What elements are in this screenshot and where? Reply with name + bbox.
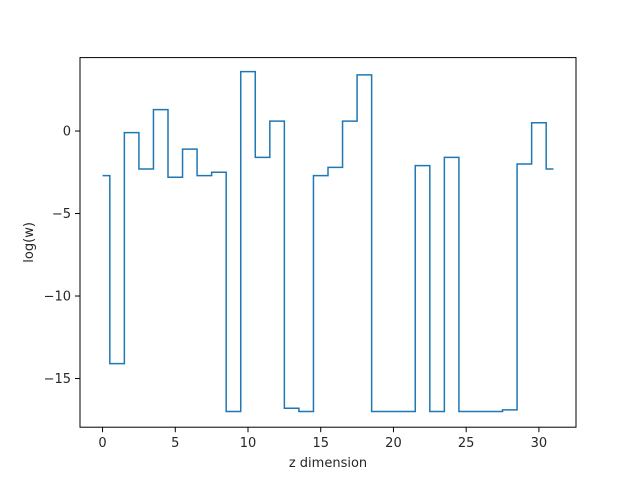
x-axis-label: z dimension xyxy=(289,456,367,471)
x-tick-label: 20 xyxy=(385,436,402,451)
y-tick-label: −15 xyxy=(44,372,71,387)
series-line-0 xyxy=(102,70,554,413)
axes-frame xyxy=(79,57,577,428)
y-tick-label: −10 xyxy=(44,290,71,305)
x-tick-label: 10 xyxy=(240,436,257,451)
x-axis-ticks: 0 5 10 15 20 25 30 xyxy=(98,427,547,451)
y-tick-label: 0 xyxy=(63,125,71,140)
x-tick-label: 5 xyxy=(171,436,179,451)
x-tick-label: 30 xyxy=(531,436,548,451)
y-axis-label: log(w) xyxy=(22,222,37,263)
x-tick-label: 0 xyxy=(98,436,106,451)
x-tick-label: 15 xyxy=(312,436,329,451)
plot-layer xyxy=(102,70,554,413)
y-axis-ticks: −15 −10 −5 0 xyxy=(44,125,80,387)
y-tick-label: −5 xyxy=(52,207,71,222)
x-tick-label: 25 xyxy=(458,436,475,451)
